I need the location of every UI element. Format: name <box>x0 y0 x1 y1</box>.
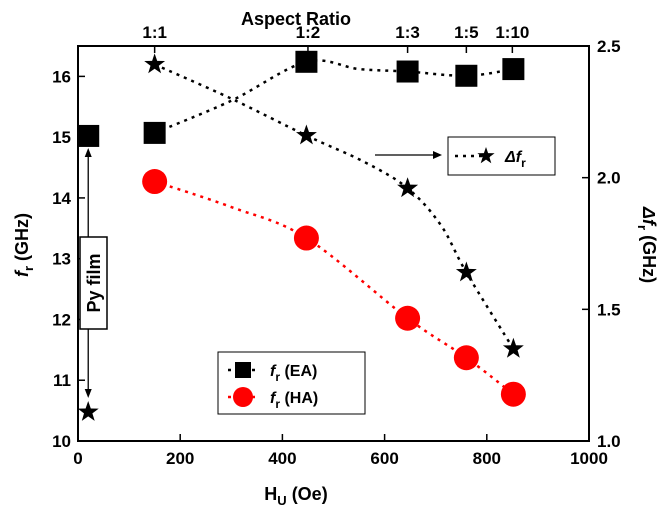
legend: fr (EA) fr (HA) <box>217 351 366 415</box>
top-axis-title: Aspect Ratio <box>241 9 351 29</box>
delta-star-point <box>144 53 166 74</box>
y-left-tick-label: 15 <box>52 128 71 147</box>
delta-star-point <box>455 261 477 282</box>
ea-square-point <box>455 64 478 87</box>
y-right-tick-label: 1.5 <box>597 300 621 319</box>
ea-square-point <box>295 50 318 73</box>
x-tick-label: 400 <box>268 449 296 468</box>
y-right-tick-label: 1.0 <box>597 432 621 451</box>
x-tick-label: 600 <box>370 449 398 468</box>
y-left-tick-label: 11 <box>53 371 71 390</box>
ea-square-point <box>77 124 100 147</box>
data-marks <box>77 50 526 421</box>
top-tick-label: 1:1 <box>142 23 167 42</box>
py-film-arrowhead-bottom <box>84 389 92 399</box>
x-tick-label: 1000 <box>570 449 608 468</box>
delta-star-point <box>502 337 524 358</box>
plot-frame <box>77 45 590 442</box>
x-tick-label: 800 <box>473 449 501 468</box>
delta-annotation: Δfr <box>375 136 556 176</box>
legend-label-ha: fr (HA) <box>270 390 318 411</box>
ha-circle-point <box>142 169 168 195</box>
axis-ticks: 0 200 400 600 800 1000 10 11 12 13 14 15 16 1.0 1.5 2.0… <box>52 23 621 468</box>
y-left-tick-label: 10 <box>52 432 71 451</box>
delta-star-point <box>296 124 317 145</box>
x-axis-title: HU (Oe) <box>264 484 327 508</box>
legend-circle-marker <box>233 387 253 407</box>
py-film-box <box>79 236 108 330</box>
ha-circle-point <box>395 305 421 331</box>
ha-circle-point <box>453 345 479 371</box>
fit-line <box>154 63 515 350</box>
legend-square-marker <box>235 362 251 378</box>
x-tick-label: 200 <box>166 449 194 468</box>
delta-star-point <box>397 177 419 198</box>
top-tick-label: 1:2 <box>296 23 321 42</box>
y-left-tick-label: 13 <box>52 250 71 269</box>
delta-star-point <box>77 401 99 421</box>
ha-circle-point <box>500 381 526 407</box>
delta-legend-box <box>447 136 556 176</box>
y-left-tick-label: 16 <box>52 67 71 86</box>
y-right-tick-label: 2.0 <box>597 169 621 188</box>
ea-square-point <box>143 121 166 144</box>
y-left-axis-title: fr (GHz) <box>12 213 36 277</box>
delta-arrowhead <box>433 151 442 159</box>
ha-circle-point <box>293 225 319 251</box>
y-left-tick-label: 12 <box>52 310 71 329</box>
top-tick-label: 1:5 <box>454 23 479 42</box>
legend-label-ea: fr (EA) <box>270 363 317 384</box>
y-right-axis-title: Δfr (GHz) <box>635 206 659 283</box>
top-tick-label: 1:3 <box>395 23 420 42</box>
y-left-tick-label: 14 <box>52 189 71 208</box>
x-tick-label: 0 <box>73 449 82 468</box>
fit-lines <box>154 59 515 396</box>
top-tick-label: 1:10 <box>495 23 529 42</box>
ea-square-point <box>396 60 419 83</box>
py-film-annotation: Py film <box>79 147 108 399</box>
ea-square-point <box>502 58 525 81</box>
py-film-arrowhead-top <box>84 147 92 157</box>
py-film-label: Py film <box>84 253 104 312</box>
y-right-tick-label: 2.5 <box>597 37 621 56</box>
delta-legend-label: Δfr <box>504 149 526 170</box>
delta-legend-star <box>477 147 495 164</box>
